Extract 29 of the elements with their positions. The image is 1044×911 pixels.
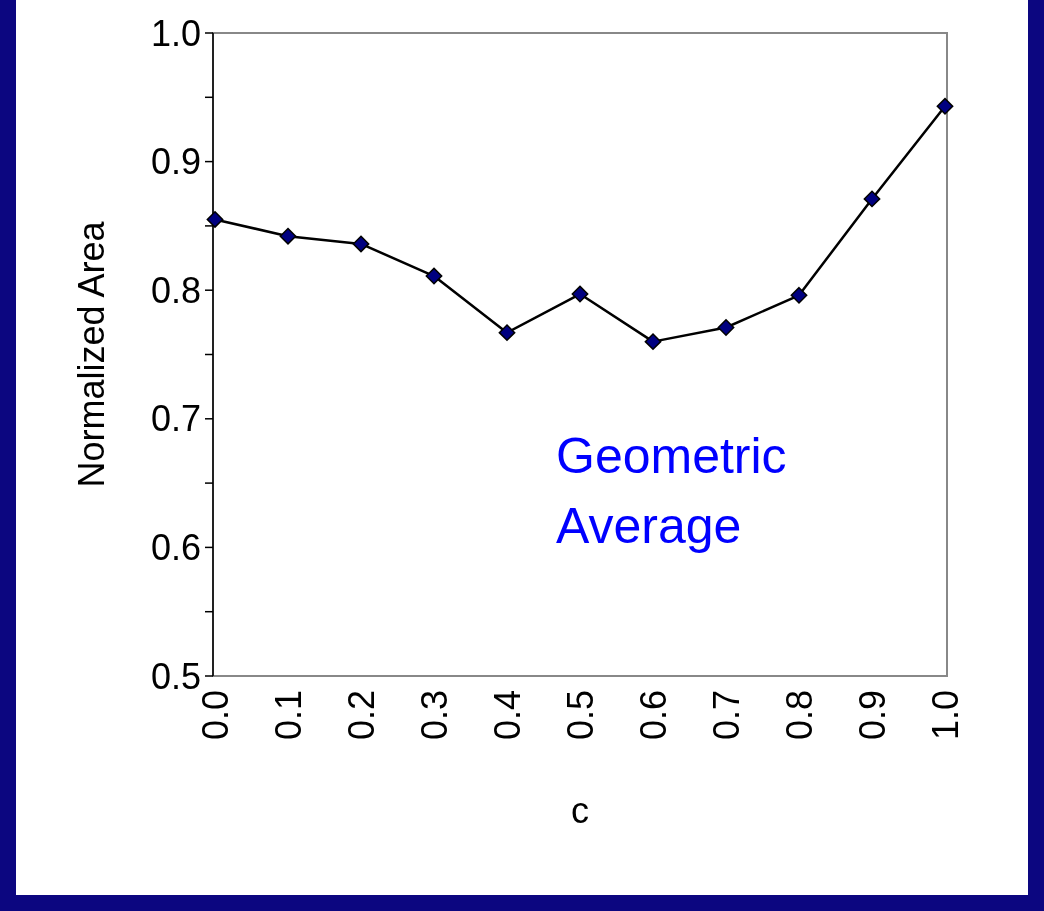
point — [425, 267, 443, 285]
y-tick-label: 0.7 — [150, 398, 201, 440]
annotation: Geometric Average — [556, 428, 787, 554]
x-tick-label: 0.7 — [706, 690, 747, 741]
point — [206, 211, 224, 228]
point — [644, 333, 662, 351]
x-tick-label: 0.8 — [779, 690, 820, 741]
y-axis-title: Normalized Area — [71, 220, 112, 488]
x-tick-label: 1.0 — [925, 690, 966, 741]
point — [717, 319, 735, 336]
x-tick-label: 0.3 — [414, 690, 455, 741]
x-axis-title: c — [571, 790, 589, 831]
point — [571, 285, 589, 303]
x-tick-label: 0.2 — [341, 690, 382, 741]
y-tick-label: 0.8 — [150, 269, 201, 311]
point — [498, 324, 516, 342]
x-tick-label: 0.9 — [852, 690, 893, 741]
point — [936, 97, 954, 115]
point — [279, 227, 297, 245]
point — [863, 190, 881, 208]
x-tick-label: 0.1 — [268, 690, 309, 741]
y-tick-label: 0.6 — [150, 527, 201, 568]
x-tick-label: 0.5 — [560, 690, 601, 741]
y-tick-label: 0.9 — [150, 141, 201, 183]
point — [352, 235, 370, 253]
x-tick-label: 0.4 — [487, 690, 528, 741]
point — [790, 286, 808, 304]
y-tick-label: 1.0 — [150, 12, 201, 54]
x-tick-label: 0.6 — [633, 690, 674, 741]
